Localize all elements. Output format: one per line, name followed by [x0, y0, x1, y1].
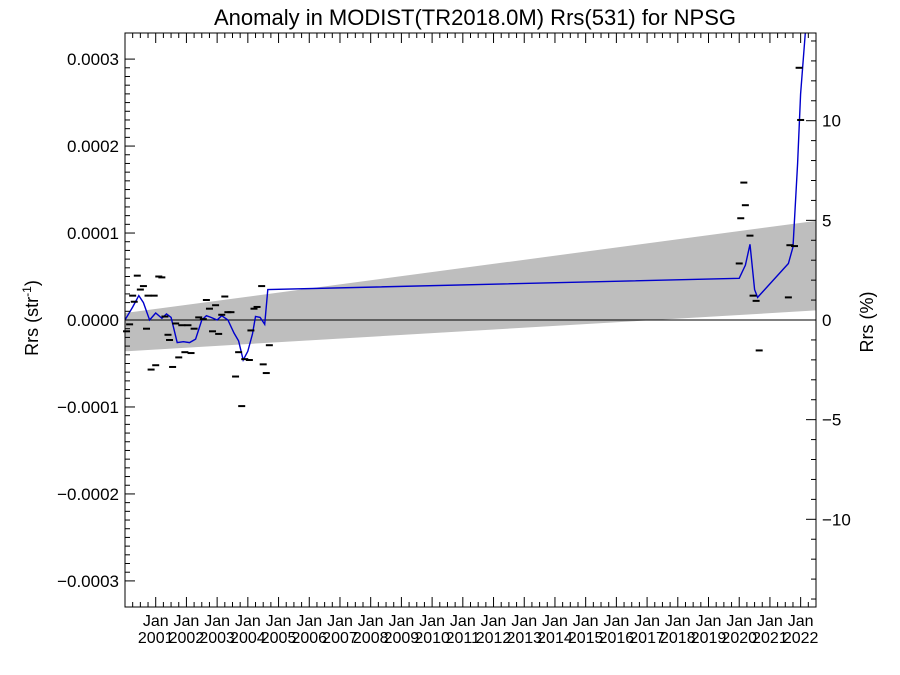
left-axis-label: Rrs (str-1) — [20, 280, 42, 356]
right-tick-label: −10 — [822, 510, 851, 529]
x-tick-month: Jan — [696, 613, 722, 630]
left-tick-label: −0.0002 — [57, 485, 119, 504]
x-tick-month: Jan — [327, 613, 353, 630]
right-tick-label: 5 — [822, 211, 831, 230]
right-tick-label: 10 — [822, 112, 841, 131]
x-tick-year: 2008 — [353, 630, 389, 647]
x-tick-year: 2022 — [783, 630, 819, 647]
x-tick-month: Jan — [542, 613, 568, 630]
trend-line — [124, 32, 806, 362]
right-tick-label: 0 — [822, 311, 831, 330]
x-tick-month: Jan — [450, 613, 476, 630]
right-axis-label: Rrs (%) — [857, 292, 877, 353]
x-tick-year: 2013 — [506, 630, 542, 647]
x-tick-month: Jan — [204, 613, 230, 630]
left-tick-label: 0.0003 — [67, 50, 119, 69]
left-y-axis: 0.0003 0.0002 0.0001 0.0000 −0.0001 −0.0002 −0… — [57, 50, 135, 591]
x-tick-month: Jan — [511, 613, 537, 630]
x-tick-year: 2019 — [691, 630, 727, 647]
x-tick-month: Jan — [481, 613, 507, 630]
x-tick-month: Jan — [603, 613, 629, 630]
x-tick-year: 2012 — [476, 630, 512, 647]
x-tick-month: Jan — [788, 613, 814, 630]
chart-title: Anomaly in MODIST(TR2018.0M) Rrs(531) fo… — [214, 5, 736, 30]
right-y-axis: 10 5 0 −5 −10 — [806, 40, 851, 600]
x-tick-month: Jan — [358, 613, 384, 630]
x-tick-month: Jan — [143, 613, 169, 630]
x-tick-year: 2014 — [537, 630, 573, 647]
x-tick-month: Jan — [726, 613, 752, 630]
x-tick-month: Jan — [665, 613, 691, 630]
x-tick-year: 2005 — [261, 630, 297, 647]
x-tick-year: 2020 — [721, 630, 757, 647]
left-tick-label: 0.0001 — [67, 224, 119, 243]
x-tick-year: 2010 — [414, 630, 450, 647]
trend-line-layer — [124, 32, 806, 362]
x-tick-year: 2011 — [446, 630, 481, 647]
x-tick-year: 2009 — [384, 630, 420, 647]
x-tick-month: Jan — [389, 613, 415, 630]
x-tick-year: 2015 — [568, 630, 604, 647]
confidence-band — [125, 220, 816, 352]
x-tick-year: 2002 — [169, 630, 205, 647]
x-tick-year: 2003 — [199, 630, 235, 647]
left-tick-label: −0.0003 — [57, 572, 119, 591]
x-axis: Jan2001Jan2002Jan2003Jan2004Jan2005Jan20… — [132, 33, 819, 647]
x-tick-year: 2021 — [752, 630, 788, 647]
x-tick-month: Jan — [235, 613, 261, 630]
x-tick-year: 2016 — [599, 630, 635, 647]
x-tick-year: 2006 — [291, 630, 327, 647]
x-tick-month: Jan — [266, 613, 292, 630]
x-tick-month: Jan — [757, 613, 783, 630]
left-tick-label: 0.0000 — [67, 311, 119, 330]
x-tick-month: Jan — [296, 613, 322, 630]
left-tick-label: −0.0001 — [57, 398, 119, 417]
confidence-band-layer — [125, 220, 816, 352]
x-tick-month: Jan — [419, 613, 445, 630]
left-tick-label: 0.0002 — [67, 137, 119, 156]
x-tick-year: 2001 — [138, 630, 174, 647]
x-tick-month: Jan — [174, 613, 200, 630]
right-tick-label: −5 — [822, 411, 841, 430]
data-points-layer — [123, 66, 805, 408]
x-tick-year: 2007 — [322, 630, 358, 647]
x-tick-year: 2017 — [629, 630, 665, 647]
x-tick-year: 2018 — [660, 630, 696, 647]
x-tick-month: Jan — [573, 613, 599, 630]
x-tick-year: 2004 — [230, 630, 266, 647]
x-tick-month: Jan — [634, 613, 660, 630]
